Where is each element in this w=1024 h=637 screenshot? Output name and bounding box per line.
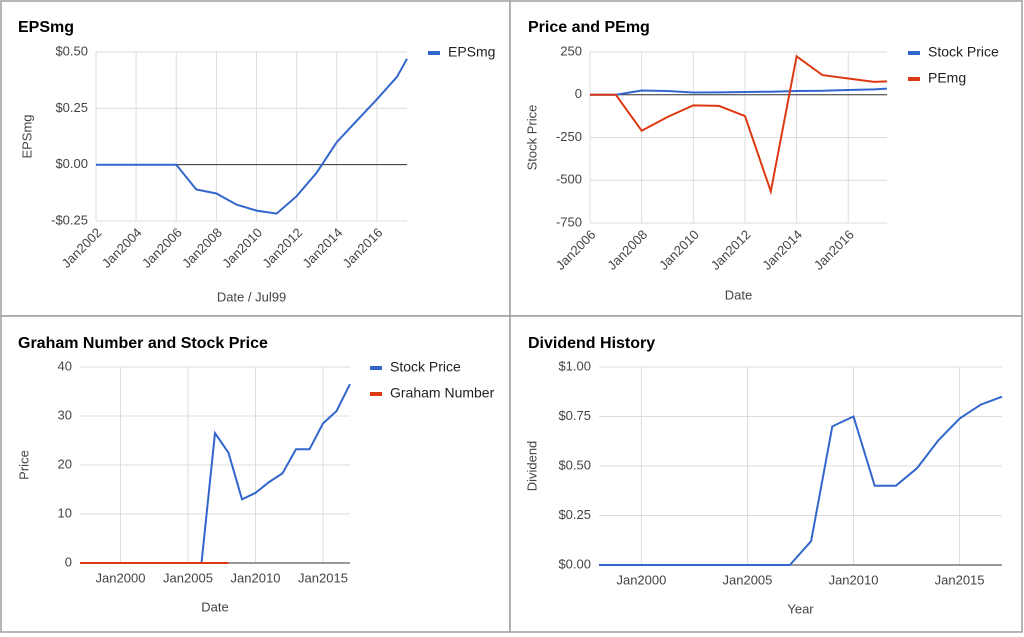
y-tick-label: 40 <box>58 358 72 373</box>
x-tick-label: Jan2005 <box>723 572 773 587</box>
chart-title: Price and PEmg <box>528 19 650 36</box>
y-tick-label: -500 <box>556 172 582 187</box>
y-tick-label: -750 <box>556 214 582 229</box>
panel <box>509 315 1023 633</box>
x-axis-title: Date <box>201 599 228 614</box>
y-tick-label: 250 <box>560 43 582 58</box>
y-tick-label: $0.50 <box>55 43 88 58</box>
y-tick-label: $0.25 <box>558 507 591 522</box>
y-axis-title: Stock Price <box>524 105 539 171</box>
y-tick-label: $0.50 <box>558 457 591 472</box>
x-tick-label: Jan2000 <box>616 572 666 587</box>
y-axis-title: Price <box>16 450 31 480</box>
x-tick-label: Jan2005 <box>163 570 213 585</box>
y-tick-label: 20 <box>58 456 72 471</box>
legend-label: Stock Price <box>390 359 461 375</box>
legend-label: Stock Price <box>928 44 999 60</box>
x-tick-label: Jan2010 <box>231 570 281 585</box>
y-tick-label: $0.75 <box>558 408 591 423</box>
y-tick-label: 0 <box>65 554 72 569</box>
y-tick-label: 0 <box>575 86 582 101</box>
y-tick-label: $0.00 <box>558 556 591 571</box>
legend-label: EPSmg <box>448 44 495 60</box>
y-tick-label: 30 <box>58 407 72 422</box>
y-tick-label: -250 <box>556 129 582 144</box>
legend-label: PEmg <box>928 70 966 86</box>
chart-title: Graham Number and Stock Price <box>18 335 268 352</box>
legend-label: Graham Number <box>390 385 495 401</box>
y-tick-label: $0.25 <box>55 100 88 115</box>
series-line <box>590 54 888 196</box>
series-line <box>599 395 1003 566</box>
x-tick-label: Jan2010 <box>829 572 879 587</box>
y-axis-title: EPSmg <box>19 114 34 158</box>
x-tick-label: Jan2015 <box>298 570 348 585</box>
y-tick-label: $1.00 <box>558 358 591 373</box>
x-axis-title: Date <box>725 287 752 302</box>
x-tick-label: Jan2000 <box>96 570 146 585</box>
panel <box>509 0 1023 317</box>
series-line <box>96 58 408 215</box>
y-tick-label: 10 <box>58 505 72 520</box>
x-tick-label: Jan2015 <box>935 572 985 587</box>
y-tick-label: -$0.25 <box>51 212 88 227</box>
chart-title: Dividend History <box>528 335 655 352</box>
chart-title: EPSmg <box>18 19 74 36</box>
x-axis-title: Date / Jul99 <box>217 289 286 304</box>
x-axis-title: Year <box>787 601 814 616</box>
y-tick-label: $0.00 <box>55 156 88 171</box>
panel <box>0 0 511 317</box>
series-line <box>590 87 888 96</box>
y-axis-title: Dividend <box>524 441 539 492</box>
